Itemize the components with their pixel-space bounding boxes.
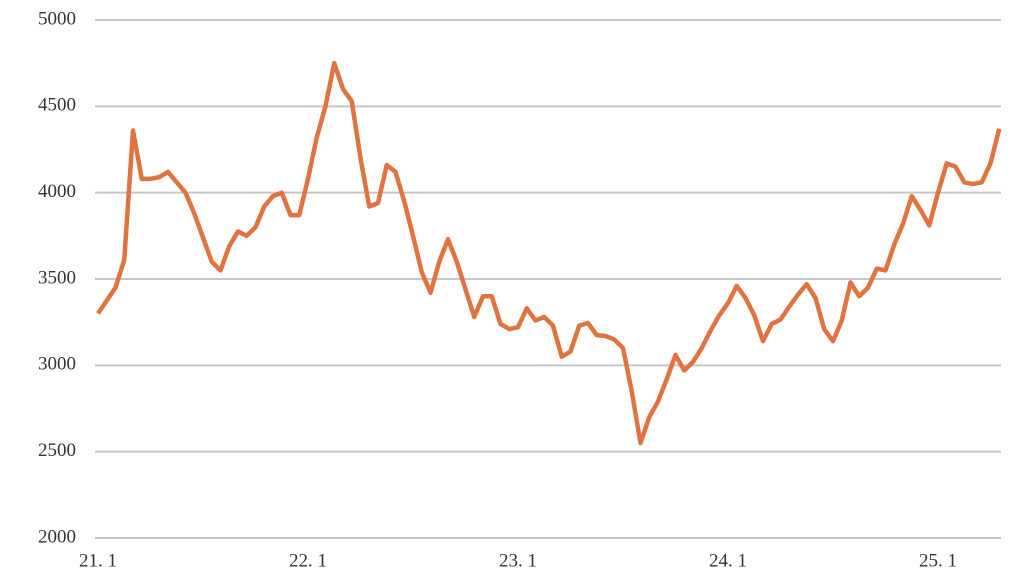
x-tick-label: 24. 1 <box>709 550 747 571</box>
y-tick-label: 2500 <box>38 440 76 461</box>
x-tick-label: 21. 1 <box>79 550 117 571</box>
y-tick-label: 2000 <box>38 526 76 547</box>
y-tick-label: 4000 <box>38 181 76 202</box>
y-tick-label: 3500 <box>38 267 76 288</box>
y-tick-label: 4500 <box>38 95 76 116</box>
x-tick-label: 23. 1 <box>499 550 537 571</box>
y-tick-label: 3000 <box>38 354 76 375</box>
y-tick-label: 5000 <box>38 8 76 29</box>
data-line <box>96 60 1002 446</box>
x-tick-label: 22. 1 <box>289 550 327 571</box>
x-tick-label: 25. 1 <box>919 550 957 571</box>
